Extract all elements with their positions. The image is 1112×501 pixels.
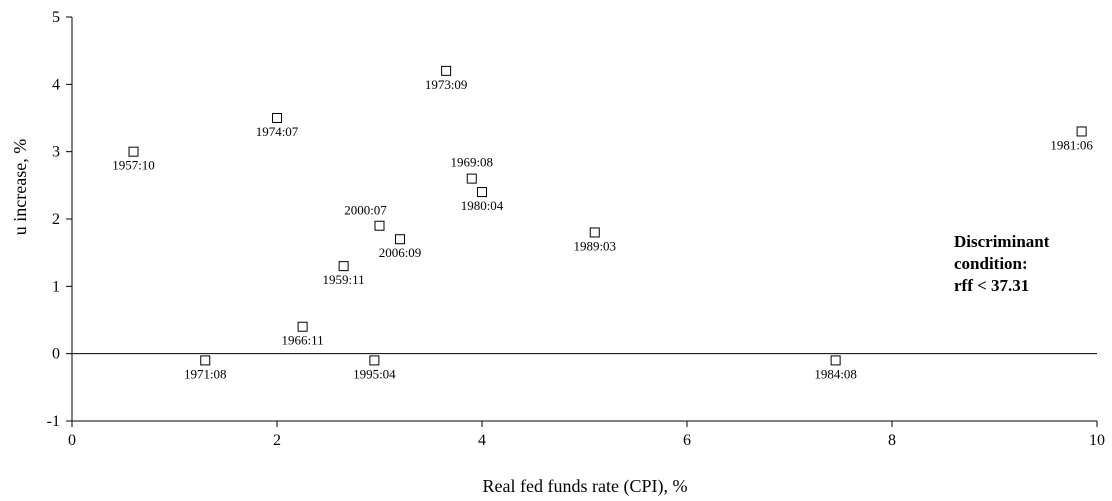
x-tick-label: 8 [888, 432, 896, 449]
y-tick-label: 0 [52, 346, 60, 363]
data-points [128, 65, 1087, 366]
y-axis-title: u increase, % [10, 139, 30, 235]
data-point-label: 2000:07 [344, 203, 387, 218]
data-point-marker [1076, 126, 1087, 137]
data-point-label: 1957:10 [112, 158, 155, 173]
annotation-line-2: condition: [954, 254, 1028, 273]
data-point-marker [338, 261, 349, 272]
data-point-label: 1981:06 [1050, 137, 1093, 152]
data-point-label: 1980:04 [461, 198, 504, 213]
data-point-marker [589, 227, 600, 238]
x-tick-label: 6 [683, 432, 691, 449]
data-point-marker [830, 355, 841, 366]
data-point-label: 1973:09 [425, 77, 468, 92]
data-point-label: 2006:09 [379, 245, 422, 260]
x-tick-label: 2 [273, 432, 281, 449]
data-point-marker [128, 146, 139, 157]
data-point-marker [466, 173, 477, 184]
y-tick-label: 1 [52, 278, 60, 295]
y-tick-label: 3 [52, 144, 60, 161]
data-point-label: 1984:08 [814, 366, 857, 381]
x-axis-title: Real fed funds rate (CPI), % [483, 476, 688, 497]
axes: 0 2 4 6 8 10 -1 0 1 2 3 4 5 [47, 9, 1105, 449]
data-point-label: 1959:11 [323, 272, 365, 287]
y-tick-label: 2 [52, 211, 60, 228]
annotation-line-3: rff < 37.31 [954, 276, 1029, 295]
data-point-marker [374, 220, 385, 231]
data-point-label: 1974:07 [256, 124, 299, 139]
annotation-line-1: Discriminant [954, 232, 1050, 251]
data-point-label: 1966:11 [282, 333, 324, 348]
data-point-marker [441, 65, 452, 76]
data-point-label: 1989:03 [573, 238, 616, 253]
point-labels: 1957:10 1959:11 1966:11 1969:08 1971:08 1973:… [112, 77, 1093, 382]
discriminant-annotation: Discriminant condition: rff < 37.31 [954, 232, 1054, 295]
data-point-label: 1971:08 [184, 366, 227, 381]
data-point-label: 1995:04 [353, 366, 396, 381]
data-point-marker [477, 187, 487, 198]
data-point-marker [369, 355, 380, 366]
x-tick-label: 4 [478, 432, 486, 449]
data-point-label: 1969:08 [450, 155, 493, 170]
x-tick-label: 0 [68, 432, 76, 449]
data-point-marker [395, 234, 405, 245]
data-point-marker [200, 355, 211, 366]
data-point-marker [297, 321, 308, 332]
y-tick-label: 5 [52, 9, 60, 26]
y-tick-label: 4 [52, 76, 60, 93]
y-tick-label: -1 [47, 413, 60, 430]
x-tick-label: 10 [1089, 432, 1105, 449]
data-point-marker [272, 113, 282, 123]
